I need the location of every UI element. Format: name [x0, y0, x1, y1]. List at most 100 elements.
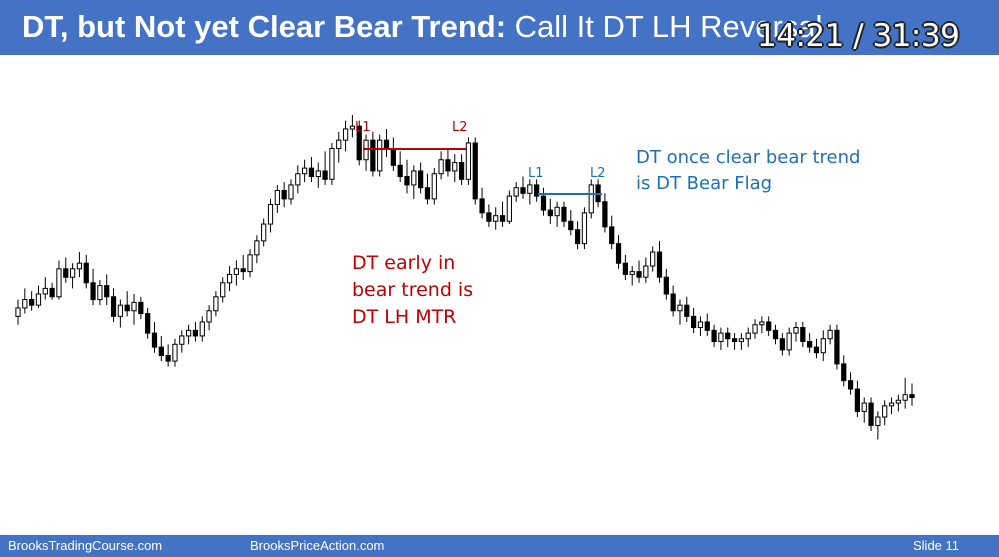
candle-bull — [643, 265, 649, 278]
candle-bull — [554, 206, 560, 217]
candle-bull — [888, 402, 895, 407]
candle-bull — [820, 338, 826, 354]
candle-bull — [267, 203, 274, 225]
candle-bull — [35, 293, 42, 306]
candle-bull — [206, 310, 212, 323]
candle-bear — [561, 206, 567, 222]
candle-bear — [192, 329, 199, 337]
candle-bull — [76, 262, 83, 270]
candle-bull — [493, 215, 499, 222]
candle-bear — [813, 346, 820, 354]
footer-left-site: BrooksTradingCourse.com — [8, 538, 163, 553]
candle-bear — [534, 184, 540, 197]
candle-bear — [104, 285, 110, 298]
candle-bull — [329, 148, 335, 180]
candle-bull — [629, 271, 635, 275]
candle-bull — [131, 301, 137, 312]
candle-bear — [540, 195, 547, 211]
candle-bear — [772, 329, 779, 340]
candle-bull — [349, 125, 356, 130]
candle-bear — [322, 170, 328, 180]
candle-bull — [431, 173, 437, 200]
candle-bull — [226, 273, 233, 284]
candle-bear — [240, 268, 246, 273]
candle-bull — [274, 190, 280, 205]
candle-bear — [547, 209, 553, 217]
candle-bear — [868, 402, 874, 426]
candle-bear — [711, 329, 717, 343]
candle-bull — [527, 184, 533, 194]
candle-bull — [588, 184, 594, 214]
candle-bull — [254, 240, 260, 256]
candlestick-chart: L1 L2 DT early in bear trend is DT LH MTR L1 L… — [15, 115, 915, 440]
candle-bull — [56, 268, 62, 298]
annotation-label: bear trend is — [352, 279, 473, 301]
candle-bear — [397, 164, 403, 178]
candle-bull — [581, 212, 588, 245]
annotation-label: DT once clear bear trend — [636, 147, 860, 168]
candle-bull — [827, 329, 833, 340]
candle-bear — [909, 394, 915, 398]
slide-title: DT, but Not yet Clear Bear Trend: Call I… — [22, 9, 822, 45]
candle-bear — [445, 159, 451, 172]
candle-bear — [383, 139, 390, 150]
candle-bull — [42, 287, 48, 295]
candle-bull — [247, 254, 253, 273]
candle-bull — [233, 268, 239, 275]
candle-bear — [356, 125, 362, 161]
candle-bear — [615, 243, 622, 264]
candle-bear — [636, 271, 642, 278]
candle-bull — [261, 223, 267, 242]
title-bar: DT, but Not yet Clear Bear Trend: Call I… — [0, 0, 999, 55]
candle-bear — [670, 293, 676, 312]
candle-bear — [622, 262, 628, 275]
annotation-label: DT early in — [352, 252, 455, 274]
candle-bull — [377, 139, 383, 172]
candle-bear — [424, 187, 431, 200]
candle-bull — [117, 304, 123, 317]
candle-bear — [684, 304, 690, 317]
slide-title-regular: Call It DT LH Reversal — [506, 9, 823, 44]
candle-bear — [520, 187, 526, 194]
candle-bull — [882, 405, 888, 418]
candle-bear — [847, 380, 854, 390]
candle-bull — [220, 282, 226, 298]
candle-bear — [656, 251, 663, 278]
candle-bear — [145, 313, 151, 334]
candle-bull — [650, 251, 656, 267]
candle-bear — [841, 363, 847, 382]
candle-bear — [370, 139, 376, 172]
candle-bear — [90, 282, 96, 301]
candle-bear — [691, 315, 697, 329]
annotation-label: is DT Bear Flag — [636, 173, 772, 194]
annotation-label: L1 — [355, 120, 371, 135]
candle-bull — [738, 338, 745, 343]
candle-bull — [752, 324, 758, 334]
candles-group — [15, 115, 915, 440]
candle-bear — [165, 355, 171, 362]
candle-bear — [807, 341, 813, 348]
candle-bear — [138, 301, 144, 315]
annotation-label: L1 — [528, 166, 544, 181]
candle-bull — [861, 402, 867, 412]
annotation-label: L2 — [452, 120, 468, 135]
candle-bull — [452, 162, 458, 172]
candle-bull — [315, 170, 321, 178]
candle-bear — [800, 327, 806, 343]
candle-bull — [199, 321, 205, 337]
candle-bull — [15, 307, 21, 317]
candle-bear — [418, 170, 424, 189]
candle-bull — [288, 184, 294, 200]
candle-bull — [411, 170, 417, 186]
candle-bear — [834, 329, 840, 365]
candle-bull — [342, 128, 349, 141]
candle-bear — [158, 346, 164, 357]
video-timer: 14:21 / 31:39 — [757, 18, 960, 54]
candle-bull — [718, 332, 724, 343]
candle-bull — [172, 343, 178, 362]
candle-bear — [704, 321, 710, 331]
slide-title-bold: DT, but Not yet Clear Bear Trend: — [22, 9, 507, 44]
candle-bull — [69, 268, 76, 278]
candle-bear — [779, 338, 785, 351]
candle-bull — [302, 167, 308, 175]
